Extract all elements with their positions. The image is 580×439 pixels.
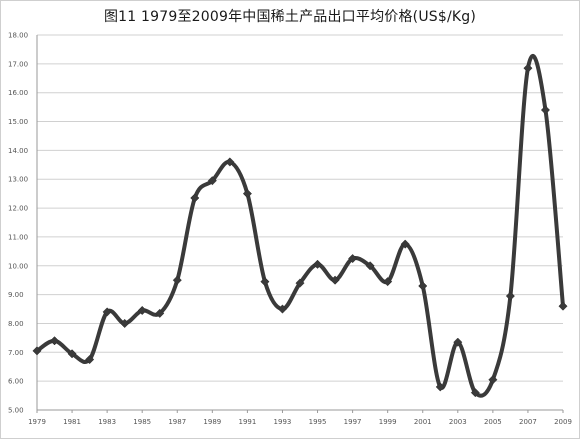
data-point-1995 <box>312 259 323 269</box>
y-tick-label: 14.00 <box>8 147 28 155</box>
y-tick-label: 18.00 <box>8 32 28 40</box>
y-tick-label: 12.00 <box>8 205 28 213</box>
data-point-2008 <box>540 105 551 115</box>
data-point-1994 <box>295 278 305 288</box>
x-tick-label: 1997 <box>344 418 362 426</box>
marker-layer <box>32 63 568 398</box>
data-point-1992 <box>260 277 270 287</box>
x-tick-label: 2003 <box>449 418 467 426</box>
data-point-1998 <box>365 261 375 271</box>
x-tick-label: 2007 <box>519 418 537 426</box>
x-tick-label: 1995 <box>309 418 327 426</box>
y-tick-label: 16.00 <box>8 89 28 97</box>
data-point-1996 <box>330 275 340 285</box>
x-tick-label: 1981 <box>63 418 81 426</box>
y-tick-label: 10.00 <box>8 262 28 270</box>
x-tick-label: 1987 <box>168 418 186 426</box>
chart-title: 图11 1979至2009年中国稀土产品出口平均价格(US$/Kg) <box>103 9 477 25</box>
x-tick-labels: 1979 1981 1983 1985 1987 1989 1991 1993 1995 1997… <box>28 418 572 426</box>
y-tick-label: 11.00 <box>8 233 28 241</box>
y-tick-label: 8.00 <box>8 320 24 328</box>
x-tick-label: 1993 <box>274 418 292 426</box>
axis-layer <box>36 35 564 413</box>
data-point-1979 <box>32 346 42 356</box>
data-point-2007 <box>523 63 533 73</box>
y-tick-label: 13.00 <box>8 176 28 184</box>
y-tick-label: 7.00 <box>8 349 24 357</box>
data-point-1993 <box>277 304 288 314</box>
x-tick-label: 1999 <box>379 418 397 426</box>
series-layer <box>35 53 565 398</box>
data-point-1985 <box>137 305 147 316</box>
data-point-1999 <box>383 277 393 287</box>
data-point-1988 <box>190 193 200 203</box>
data-point-1987 <box>172 275 182 285</box>
y-tick-label: 15.00 <box>8 118 28 126</box>
y-tick-label: 5.00 <box>8 407 24 415</box>
x-tick-label: 1989 <box>203 418 221 426</box>
x-tick-label: 1991 <box>238 418 256 426</box>
x-tick-label: 2005 <box>484 418 502 426</box>
data-point-2000 <box>400 239 410 249</box>
data-point-1997 <box>348 254 358 264</box>
data-point-1990 <box>225 157 235 167</box>
data-point-1989 <box>207 176 217 186</box>
y-tick-label: 6.00 <box>8 378 24 386</box>
y-tick-label: 17.00 <box>8 60 28 68</box>
x-tick-label: 1985 <box>133 418 151 426</box>
x-tick-label: 2009 <box>554 418 572 426</box>
data-point-1981 <box>67 349 77 359</box>
y-tick-labels: 5.00 6.00 7.00 8.00 9.00 10.00 11.00 12.00 13.00… <box>8 32 28 415</box>
data-point-2003 <box>453 337 463 347</box>
data-point-2004 <box>470 388 480 398</box>
data-point-1986 <box>155 308 165 318</box>
grid-layer <box>37 34 563 411</box>
data-point-1984 <box>120 318 130 329</box>
data-point-1982 <box>85 354 95 365</box>
data-point-2005 <box>488 375 498 385</box>
x-tick-label: 1983 <box>98 418 116 426</box>
data-point-2001 <box>418 281 428 291</box>
data-point-2006 <box>505 291 515 301</box>
data-point-1991 <box>242 189 252 199</box>
data-point-2009 <box>558 301 568 311</box>
x-tick-label: 1979 <box>28 418 46 426</box>
price-series-line <box>35 53 565 398</box>
data-point-1980 <box>49 336 60 346</box>
data-point-2002 <box>435 382 445 392</box>
y-tick-label: 9.00 <box>8 291 24 299</box>
x-tick-label: 2001 <box>414 418 432 426</box>
data-point-1983 <box>102 307 112 317</box>
